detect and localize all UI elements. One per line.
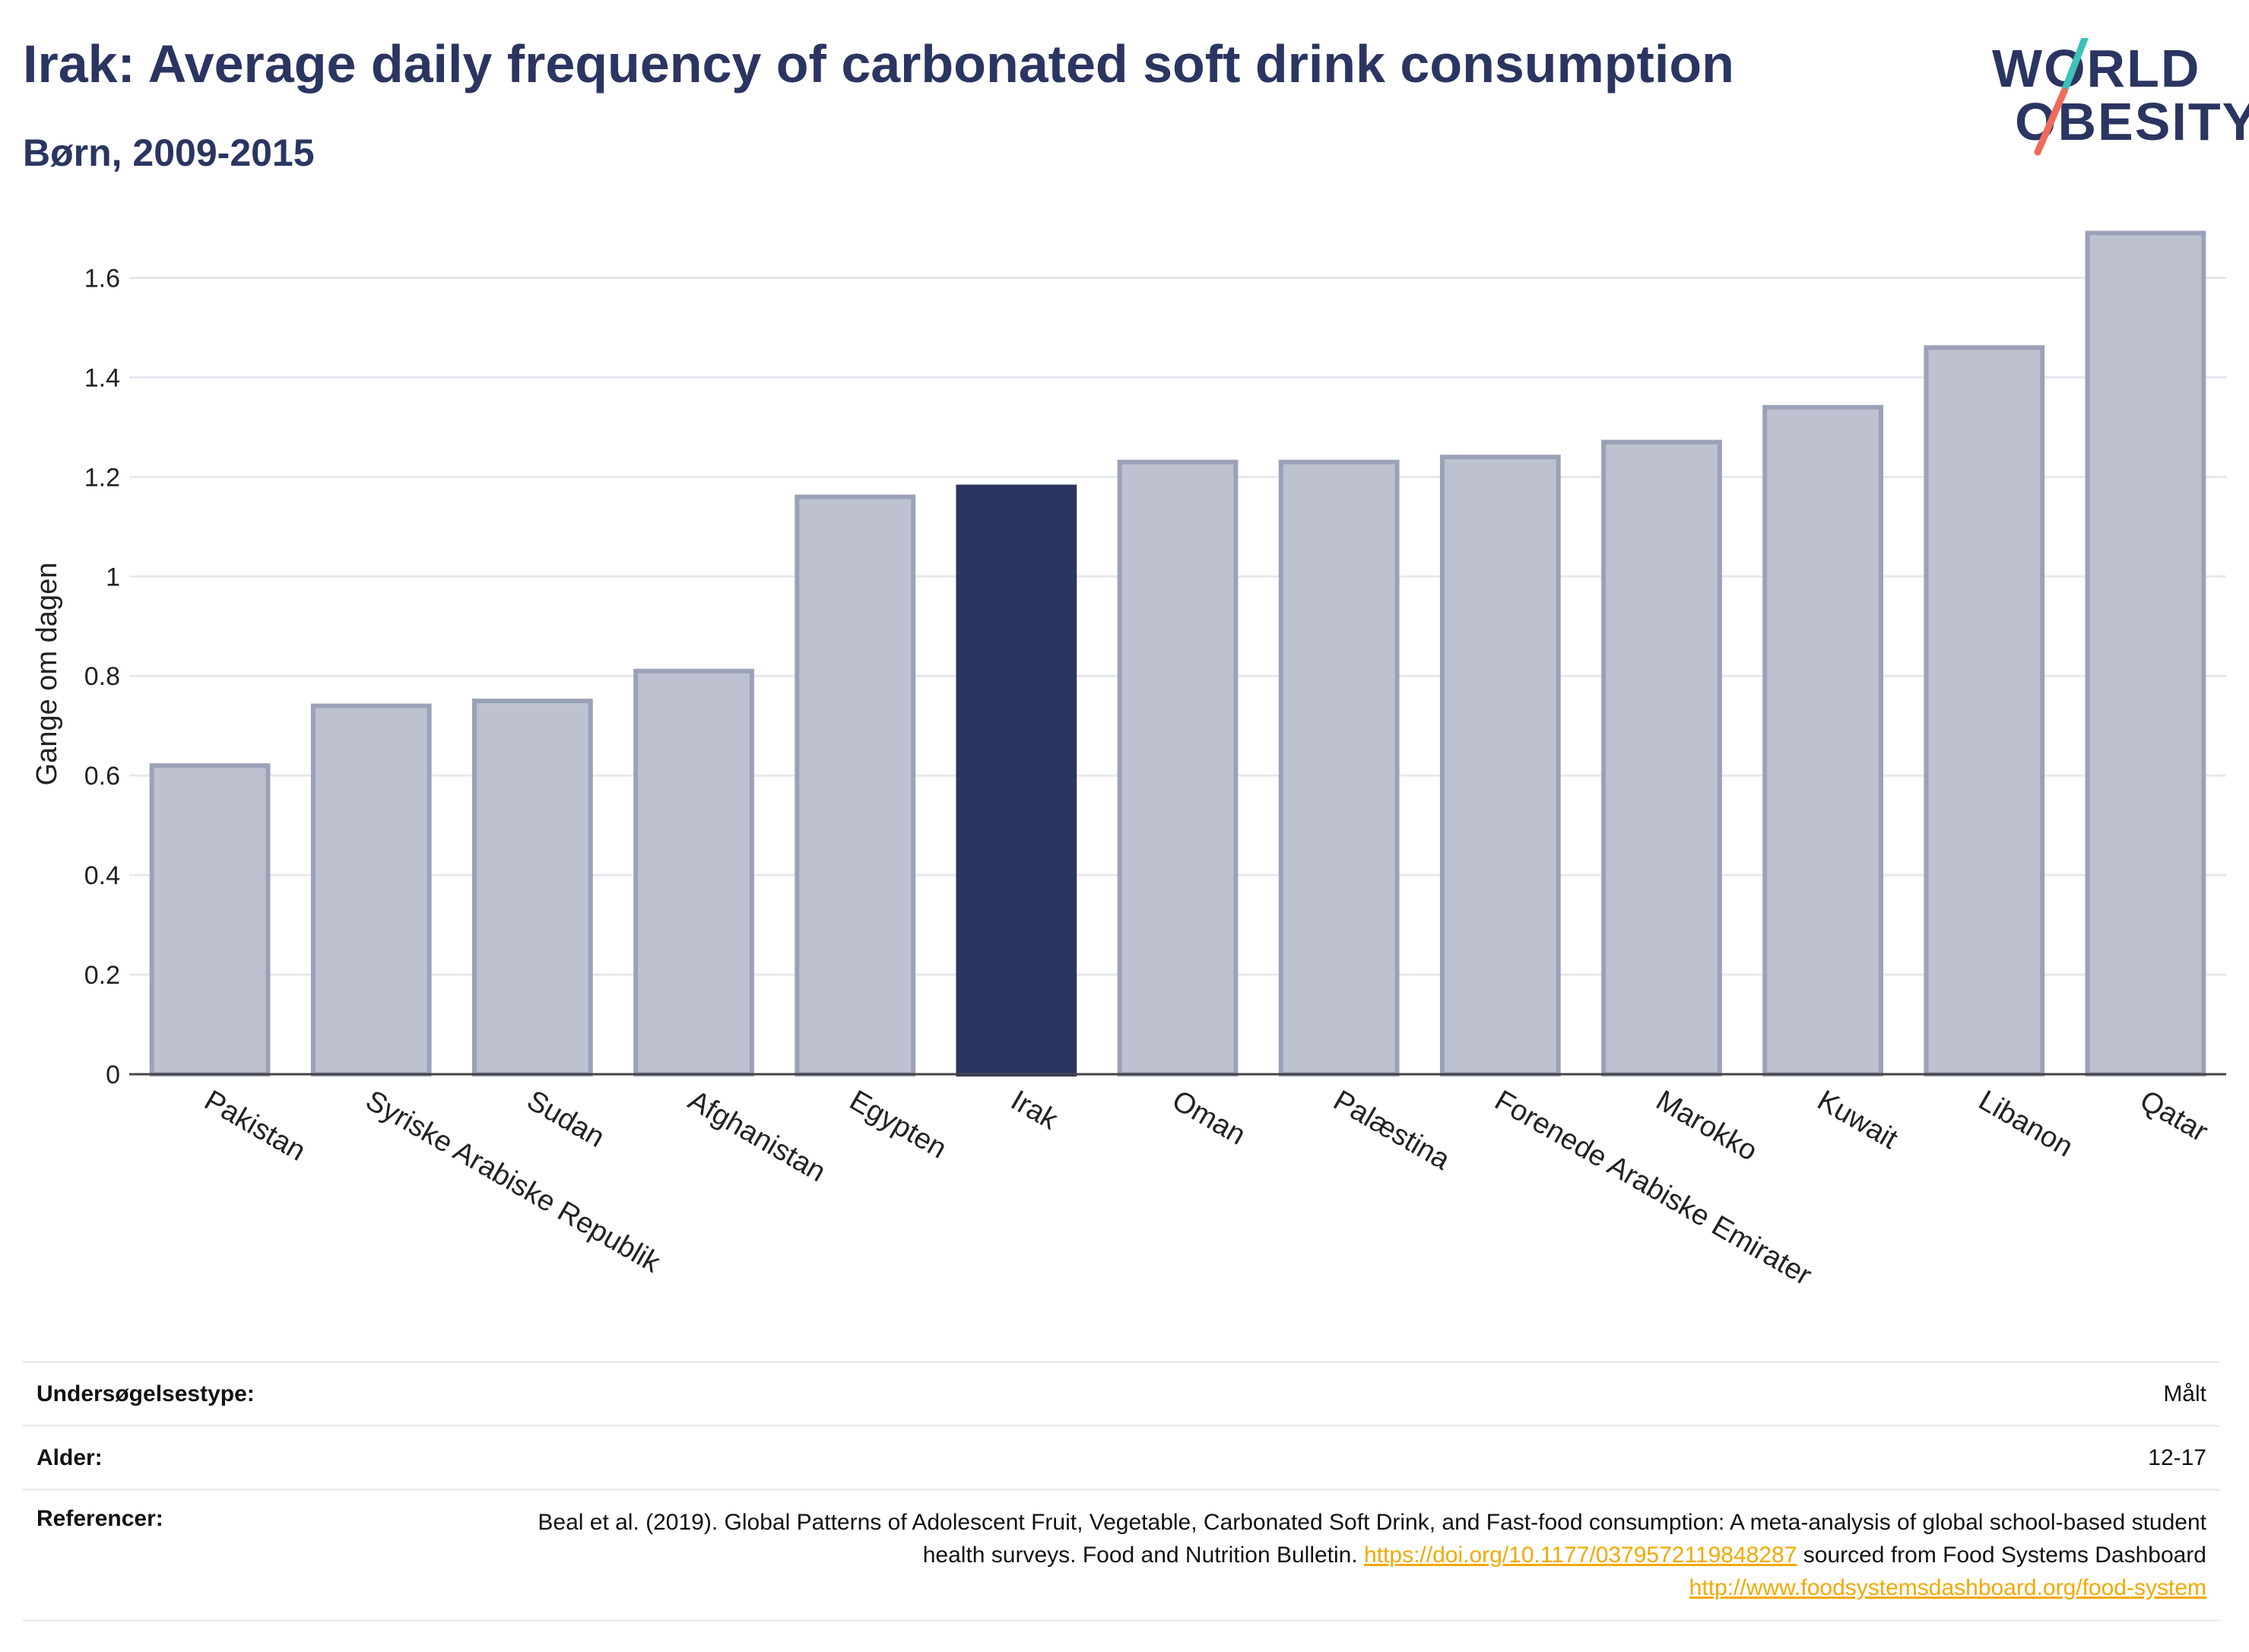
survey-type-label: Undersøgelsestype: <box>36 1381 255 1406</box>
bar <box>1924 345 2045 1077</box>
y-tick-label: 1.2 <box>84 463 120 492</box>
bar <box>795 494 916 1076</box>
x-tick-label: Egypten <box>844 1084 952 1165</box>
logo-slash-icon <box>2034 38 2089 156</box>
x-tick-label: Kuwait <box>1812 1084 1903 1156</box>
bar <box>149 763 271 1076</box>
chart-subtitle: Børn, 2009-2015 <box>23 132 315 174</box>
bar <box>633 668 754 1076</box>
y-axis-label: Gange om dagen <box>31 563 63 786</box>
survey-type-value: Målt <box>2163 1381 2206 1406</box>
x-tick-label: Forenede Arabiske Emirater <box>1489 1084 1817 1292</box>
food-systems-dashboard-link[interactable]: http://www.foodsystemsdashboard.org/food… <box>1689 1575 2206 1600</box>
bar-highlighted <box>956 484 1077 1076</box>
bar <box>1439 455 1561 1076</box>
x-tick-label: Pakistan <box>199 1084 311 1167</box>
x-tick-label: Irak <box>1005 1084 1064 1137</box>
bar <box>472 698 593 1076</box>
bar <box>310 703 432 1076</box>
x-tick-label: Afghanistan <box>683 1084 831 1188</box>
y-tick-label: 1 <box>106 563 120 591</box>
bars <box>149 230 2206 1077</box>
y-tick-label: 0.6 <box>84 762 120 791</box>
age-label: Alder: <box>36 1444 103 1470</box>
reference-text-2: sourced from Food Systems Dashboard <box>1797 1543 2206 1568</box>
bar-chart: 0 0.2 0.4 0.6 0.8 1 1.2 1.4 1.6 Pakistan Syriske … <box>31 230 2226 1292</box>
y-tick-label: 0 <box>106 1061 120 1089</box>
bar <box>1762 404 1883 1076</box>
x-tick-label: Syriske Arabiske Republik <box>360 1084 666 1279</box>
meta-row-survey-type: Undersøgelsestype: Målt <box>23 1361 2220 1425</box>
metadata-table: Undersøgelsestype: Målt Alder: 12-17 Ref… <box>23 1361 2220 1622</box>
y-tick-label: 0.2 <box>84 961 120 990</box>
y-tick-label: 0.4 <box>84 861 120 890</box>
y-tick-label: 0.8 <box>84 662 120 691</box>
x-tick-label: Oman <box>1167 1084 1251 1151</box>
bar <box>1601 439 1722 1076</box>
references-label: Referencer: <box>36 1506 163 1531</box>
x-tick-label: Qatar <box>2134 1084 2213 1148</box>
x-tick-label: Marokko <box>1651 1084 1762 1167</box>
chart-title: Irak: Average daily frequency of carbona… <box>23 34 1734 94</box>
logo-line-1: WORLD <box>1992 39 2201 98</box>
meta-row-references: Referencer: Beal et al. (2019). Global P… <box>23 1489 2220 1622</box>
bar <box>1117 459 1239 1076</box>
meta-row-age: Alder: 12-17 <box>23 1425 2220 1489</box>
y-tick-label: 1.6 <box>84 264 120 293</box>
doi-link[interactable]: https://doi.org/10.1177/0379572119848287 <box>1364 1543 1797 1568</box>
world-obesity-logo: WORLD OBESITY <box>1977 38 2249 167</box>
x-tick-label: Sudan <box>522 1084 610 1153</box>
x-tick-label: Palæstina <box>1328 1084 1456 1176</box>
y-axis-ticks: 0 0.2 0.4 0.6 0.8 1 1.2 1.4 1.6 <box>84 264 120 1089</box>
bar <box>1278 459 1400 1076</box>
age-value: 12-17 <box>2148 1444 2206 1470</box>
reference-text-1: Beal et al. (2019). Global Patterns of A… <box>538 1510 2206 1568</box>
y-tick-label: 1.4 <box>84 363 120 392</box>
references-text: Beal et al. (2019). Global Patterns of A… <box>503 1506 2206 1604</box>
x-tick-label: Libanon <box>1973 1084 2078 1163</box>
bar <box>2085 230 2206 1076</box>
